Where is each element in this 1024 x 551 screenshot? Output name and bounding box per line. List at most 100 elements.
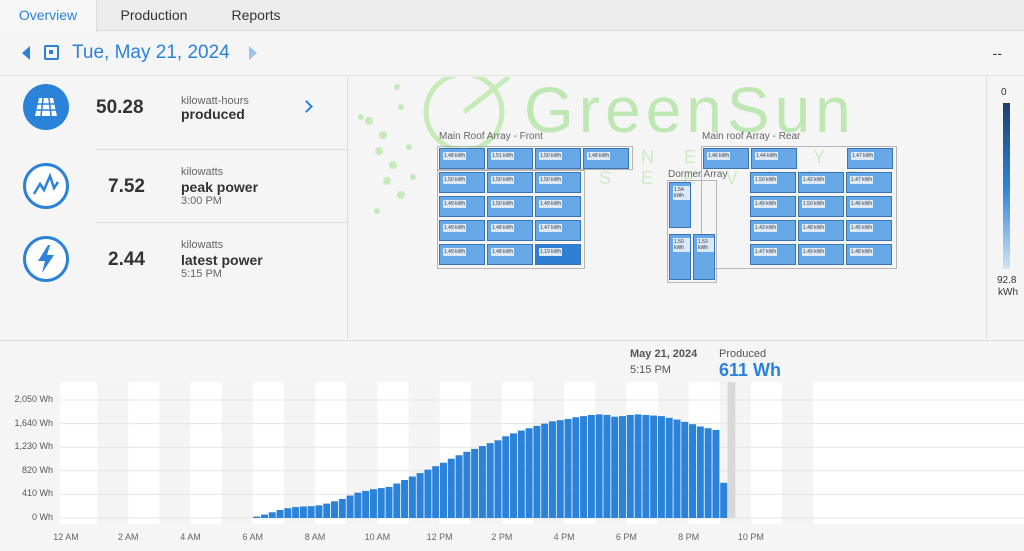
solar-panel[interactable]: 1.47 kWh (846, 172, 892, 193)
array-frame (701, 146, 897, 269)
tab-overview[interactable]: Overview (0, 0, 97, 32)
production-chart[interactable] (60, 382, 1024, 524)
chart-bar (619, 416, 626, 518)
solar-panel[interactable]: 1.48 kWh (583, 148, 629, 169)
next-day-icon[interactable] (249, 46, 257, 60)
solar-panel[interactable]: 1.46 kWh (846, 196, 892, 217)
chart-bar (634, 414, 642, 518)
solar-panel[interactable]: 1.49 kWh (750, 196, 796, 217)
x-tick-label: 12 PM (426, 532, 453, 542)
panel-energy-label: 1.45 kWh (850, 224, 874, 232)
selected-date[interactable]: Tue, May 21, 2024 (72, 42, 230, 63)
solar-panel[interactable]: 1.53 kWh (693, 234, 715, 280)
stat-produced[interactable]: 50.28 kilowatt-hours produced (0, 77, 348, 149)
panel-energy-label: 1.48 kWh (491, 248, 515, 256)
chart-bar (447, 458, 455, 518)
chart-bar (541, 423, 549, 518)
chart-bar (315, 505, 323, 518)
x-tick-label: 10 PM (737, 532, 764, 542)
produced-value: 50.28 (96, 97, 144, 118)
array-frame (437, 146, 633, 170)
chart-bar (673, 419, 681, 518)
chart-bar (253, 516, 261, 518)
chart-bar (284, 508, 292, 518)
panel-energy-label: 1.50 kWh (754, 176, 778, 184)
solar-panel[interactable]: 1.44 kWh (751, 148, 797, 169)
y-tick-label: 2,050 Wh (14, 394, 53, 404)
chart-bar (642, 414, 650, 518)
chart-bar (455, 455, 463, 518)
overflow-menu[interactable]: -- (992, 45, 1002, 61)
solar-panel[interactable]: 1.43 kWh (750, 220, 796, 241)
tab-reports[interactable]: Reports (231, 7, 281, 23)
solar-panel[interactable]: 1.49 kWh (439, 196, 485, 217)
solar-panel[interactable]: 1.50 kWh (535, 172, 581, 193)
solar-panel[interactable]: 1.48 kWh (846, 244, 892, 265)
chart-bar (393, 483, 401, 518)
panel-energy-label: 1.43 kWh (754, 224, 778, 232)
chart-bar (704, 428, 712, 518)
y-tick-label: 1,230 Wh (14, 441, 53, 452)
solar-panel[interactable]: 1.49 kWh (439, 220, 485, 241)
chart-bar (276, 509, 284, 518)
solar-panel[interactable]: 1.48 kWh (439, 148, 485, 169)
solar-panel[interactable]: 1.19 kWh (535, 244, 581, 265)
solar-panel[interactable]: 1.50 kWh (535, 148, 581, 169)
x-tick-label: 8 AM (304, 532, 326, 542)
array-label-rear: Main roof Array - Rear (702, 131, 801, 142)
solar-panel[interactable]: 1.47 kWh (750, 244, 796, 265)
selected-interval (727, 382, 736, 518)
solar-panel[interactable]: 1.42 kWh (798, 172, 844, 193)
solar-panel[interactable]: 1.50 kWh (487, 172, 533, 193)
panel-energy-label: 1.49 kWh (754, 200, 778, 208)
solar-panel[interactable]: 1.50 kWh (750, 172, 796, 193)
solar-panel[interactable]: 1.47 kWh (535, 220, 581, 241)
solar-panel[interactable]: 1.50 kWh (439, 172, 485, 193)
solar-panel[interactable]: 1.49 kWh (798, 244, 844, 265)
panel-energy-label: 1.50 kWh (491, 200, 515, 208)
solar-panel[interactable]: 1.50 kWh (798, 196, 844, 217)
solar-panel[interactable]: 1.50 kWh (669, 234, 691, 280)
tooltip-label: Produced (719, 348, 767, 360)
chart-bar (478, 446, 486, 518)
chart-bar (354, 492, 362, 518)
solar-panel[interactable]: 1.49 kWh (535, 196, 581, 217)
solar-panel[interactable]: 1.50 kWh (487, 196, 533, 217)
chart-bar (260, 514, 268, 518)
solar-panel[interactable]: 1.46 kWh (703, 148, 749, 169)
solar-panel[interactable]: 1.51 kWh (487, 148, 533, 169)
calendar-icon[interactable] (44, 45, 59, 60)
stat-peak-power: 7.52 kilowatts peak power 3:00 PM (0, 150, 348, 222)
panel-energy-label: 1.48 kWh (587, 152, 611, 160)
panel-energy-label: 1.48 kWh (443, 152, 467, 160)
chart-bar (657, 416, 665, 518)
solar-panel[interactable]: 1.48 kWh (798, 220, 844, 241)
solar-panel[interactable]: 1.54 kWh (669, 182, 691, 228)
solar-panel[interactable]: 1.47 kWh (847, 148, 893, 169)
solar-panel[interactable]: 1.48 kWh (487, 244, 533, 265)
panel-energy-label: 1.49 kWh (443, 224, 467, 232)
array-label-front: Main Roof Array - Front (439, 131, 543, 142)
x-tick-label: 2 PM (491, 532, 513, 542)
production-chart-svg[interactable] (60, 382, 1024, 524)
solar-panel[interactable]: 1.48 kWh (487, 220, 533, 241)
previous-day-icon[interactable] (22, 46, 30, 60)
tab-production[interactable]: Production (120, 7, 188, 23)
solar-panel[interactable]: 1.45 kWh (846, 220, 892, 241)
chart-bar (463, 451, 471, 518)
chart-bar (408, 476, 416, 518)
chart-bar (385, 486, 393, 518)
y-tick-label: 820 Wh (21, 464, 53, 475)
chevron-right-icon[interactable] (300, 100, 313, 113)
solar-panel[interactable]: 1.49 kWh (439, 244, 485, 265)
array-label-dormer: Dormer Array (668, 169, 728, 180)
x-tick-label: 2 AM (118, 532, 139, 542)
brand-watermark: GreenSun (524, 77, 856, 146)
chart-bar (299, 506, 307, 518)
chart-bar (689, 424, 697, 518)
chart-bar (471, 448, 479, 518)
chart-bar (502, 436, 510, 518)
x-tick-label: 4 PM (553, 532, 575, 542)
scale-max: 92.8 (997, 275, 1017, 286)
scale-min: 0 (1001, 87, 1007, 98)
